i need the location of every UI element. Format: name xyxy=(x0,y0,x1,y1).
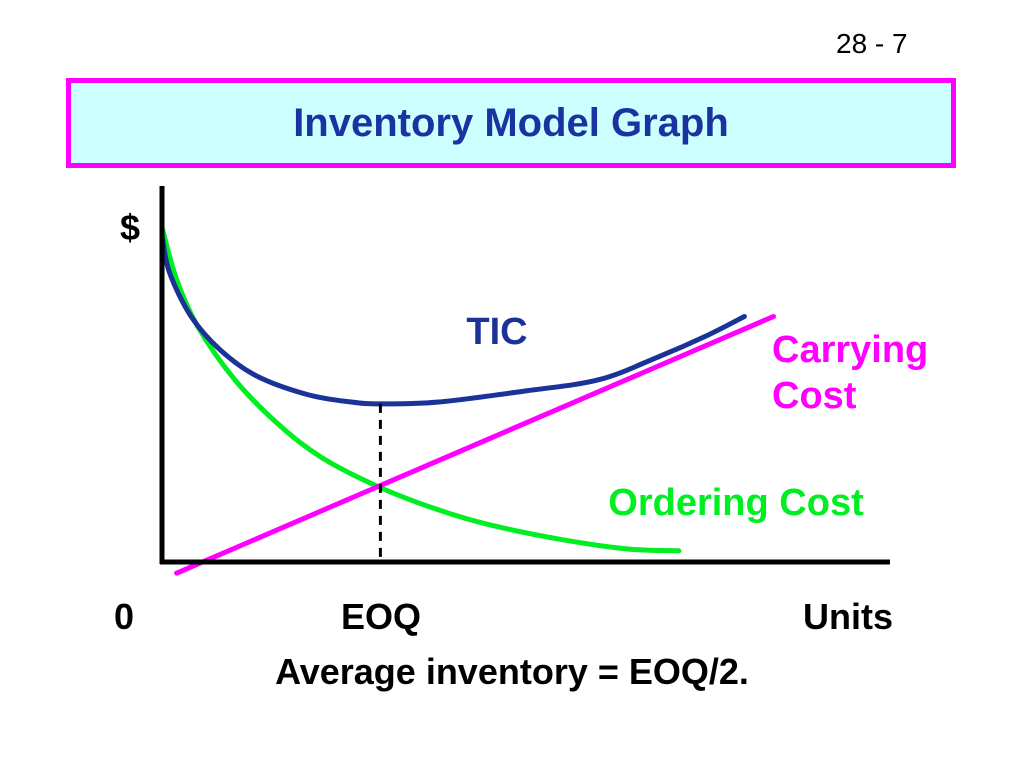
x-axis-label: Units xyxy=(803,596,893,637)
tic-line xyxy=(159,232,747,407)
carrying-cost-label-line1: Carrying xyxy=(772,329,928,371)
x-tick-zero: 0 xyxy=(114,596,134,637)
caption: Average inventory = EOQ/2. xyxy=(275,651,749,692)
tic-label: TIC xyxy=(466,311,527,353)
title-box: Inventory Model Graph xyxy=(66,78,956,168)
slide-number: 28 - 7 xyxy=(836,28,908,59)
carrying-cost-line xyxy=(174,313,777,576)
plot-area xyxy=(159,186,890,576)
carrying-cost-label-line2: Cost xyxy=(772,375,857,417)
ordering-cost-label: Ordering Cost xyxy=(608,482,864,524)
x-tick-eoq: EOQ xyxy=(341,596,421,637)
page-title: Inventory Model Graph xyxy=(293,100,729,145)
y-axis-label: $ xyxy=(120,207,140,248)
